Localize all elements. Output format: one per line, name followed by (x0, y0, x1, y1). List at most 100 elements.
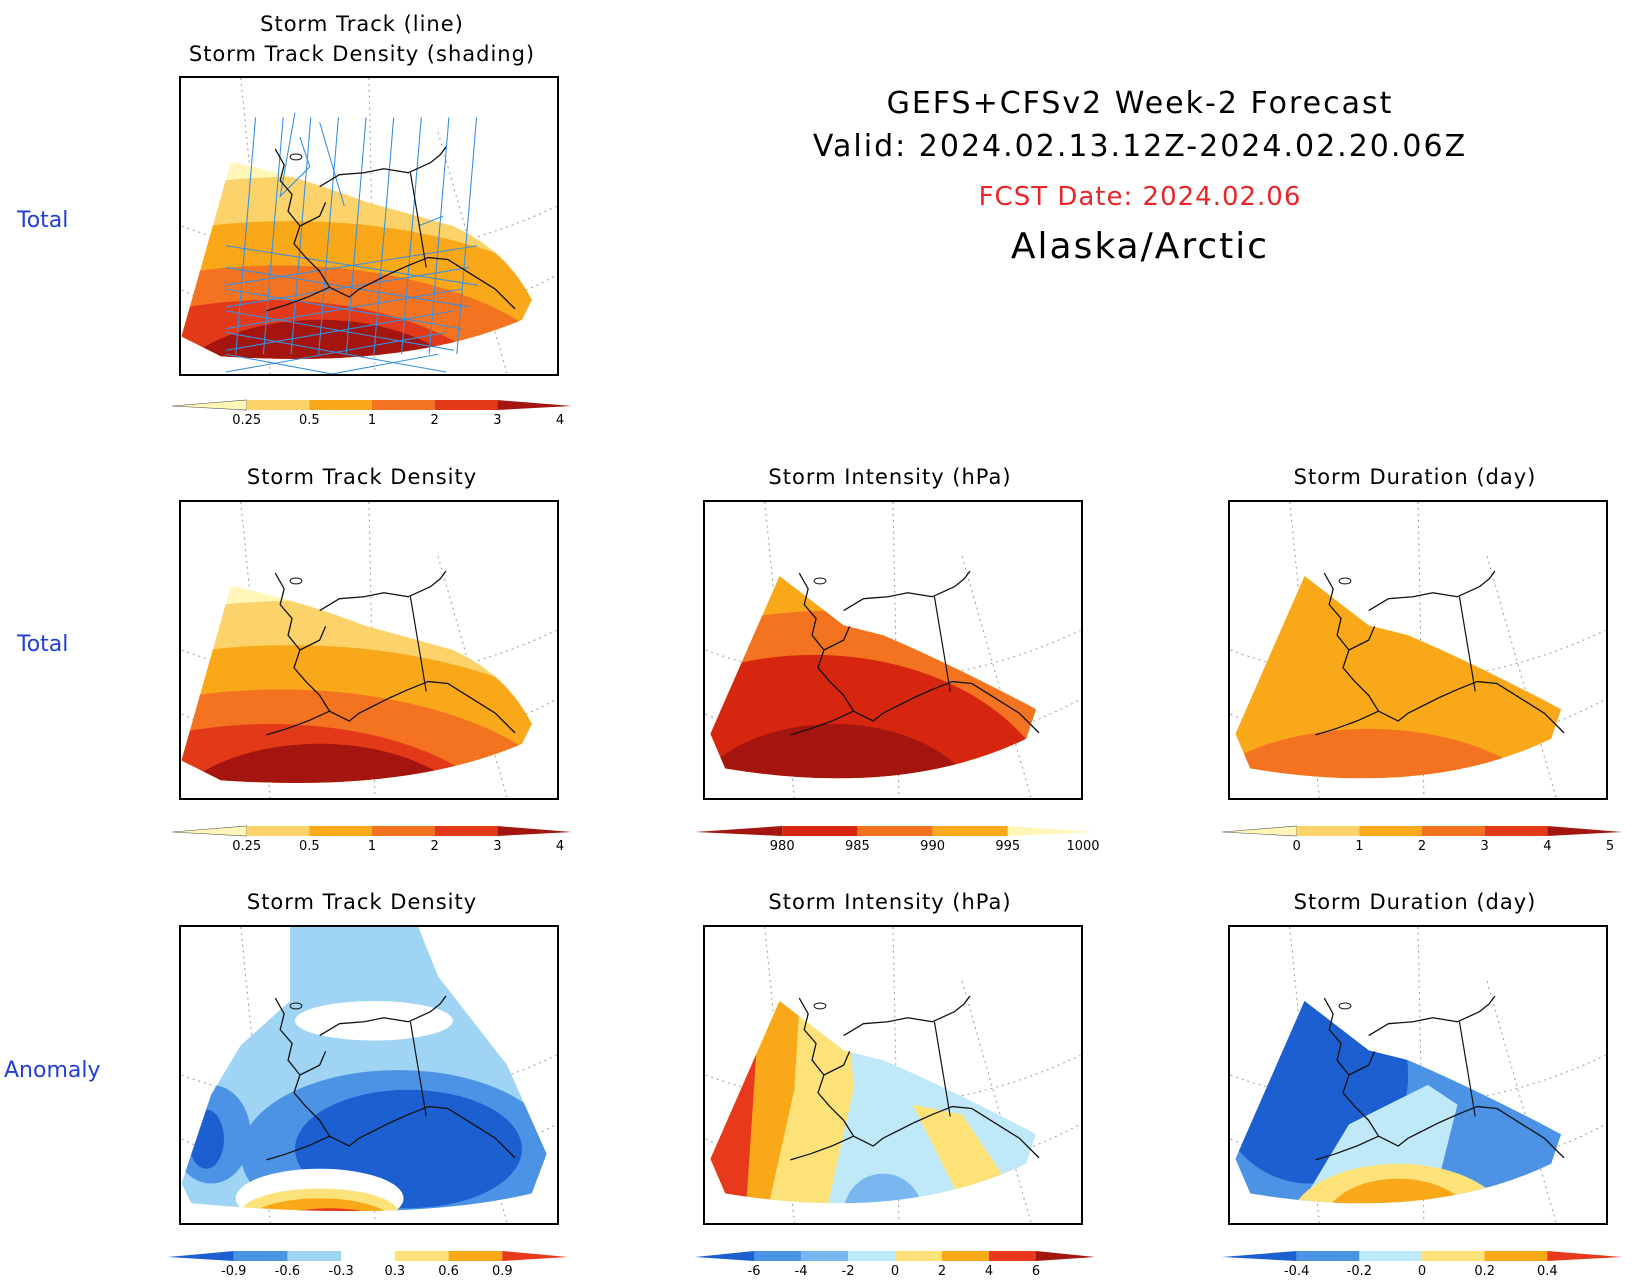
map-density-anomaly (179, 925, 559, 1225)
track-line (225, 288, 462, 330)
colorbar-swatch (1484, 826, 1548, 836)
colorbar-tick-label: -0.9 (221, 1264, 246, 1279)
colorbar-tick-label: 2 (1418, 839, 1426, 854)
coastline (1315, 995, 1565, 1161)
border-line (1458, 596, 1476, 692)
colorbar-swatch (695, 1251, 754, 1261)
colorbar-tick-label: 4 (985, 1264, 993, 1279)
colorbar-swatch (857, 826, 933, 836)
colorbar-tick-label: -0.3 (328, 1264, 353, 1279)
colorbar-swatch (1422, 1251, 1485, 1261)
colorbar-tick-label: 980 (770, 839, 795, 854)
colorbar-swatch (942, 1251, 989, 1261)
track-line (225, 310, 454, 351)
valid-period: Valid: 2024.02.13.12Z-2024.02.20.06Z (812, 129, 1468, 164)
track-line (456, 117, 478, 355)
graticule-line (1486, 556, 1557, 798)
colorbar-swatch (754, 1251, 801, 1261)
panel-title-density-anomaly: Storm Track Density (246, 890, 478, 914)
coastline (266, 995, 516, 1161)
colorbar-tick-label: 0.3 (385, 1264, 406, 1279)
colorbar-swatch (782, 826, 858, 836)
island (289, 577, 303, 585)
forecast-name: GEFS+CFSv2 Week-2 Forecast (886, 86, 1394, 121)
colorbar-swatch (1359, 826, 1422, 836)
colorbar-swatch (372, 826, 435, 836)
row-label-anomaly: Anomaly (4, 1058, 101, 1083)
colorbar-tick-label: 0 (1293, 839, 1301, 854)
colorbar-swatch (434, 826, 498, 836)
forecast-date: FCST Date: 2024.02.06 (978, 182, 1302, 212)
colorbar-tick-label: -0.2 (1347, 1264, 1372, 1279)
colorbar-swatch (233, 1251, 288, 1261)
region-name: Alaska/Arctic (1010, 226, 1270, 267)
colorbar-swatch (246, 400, 310, 410)
colorbar-tick-label: 2 (938, 1264, 946, 1279)
forecast-title: GEFS+CFSv2 Week-2 Forecast Valid: 2024.0… (720, 86, 1560, 267)
colorbar-tick-label: 1000 (1066, 839, 1099, 854)
colorbar-swatch (1036, 1251, 1095, 1261)
panel-title-track-line: Storm Track (line) (260, 12, 464, 36)
band (710, 654, 1037, 779)
map-density-total (179, 500, 559, 800)
storm-tracks (225, 112, 478, 374)
graticule-line (1486, 981, 1557, 1223)
band (188, 1109, 224, 1169)
colorbar-duration-anomaly: -0.4 -0.2 0 0.2 0.4 (1222, 1251, 1622, 1281)
colorbar-density-total: 0.25 0.5 1 2 3 4 (171, 825, 572, 856)
colorbar-tick-label: 1 (368, 413, 376, 428)
colorbar-tick-label: 4 (1543, 839, 1551, 854)
track-line (401, 117, 422, 355)
panel-title-duration-total: Storm Duration (day) (1293, 465, 1537, 489)
border-line (933, 596, 951, 692)
colorbar-swatch (1296, 826, 1360, 836)
colorbar-swatch (434, 400, 498, 410)
colorbar-swatch (171, 399, 247, 411)
panel-title-duration-anomaly: Storm Duration (day) (1293, 890, 1537, 914)
colorbar-swatch (497, 826, 572, 836)
track-line (225, 353, 335, 374)
band (1359, 1203, 1428, 1223)
map-storm-track (179, 76, 559, 376)
colorbar-swatch (1359, 1251, 1422, 1261)
colorbar-swatch (448, 1251, 503, 1261)
border-line (933, 1021, 951, 1117)
colorbar-swatch (1296, 1251, 1360, 1261)
colorbar-tick-label: 2 (431, 839, 439, 854)
map-intensity-total (703, 500, 1083, 800)
island (289, 153, 303, 161)
colorbar-tick-label: -2 (842, 1264, 855, 1279)
band (240, 1188, 399, 1212)
colorbar-swatch (394, 1251, 449, 1261)
colorbar-tick-label: 985 (845, 839, 870, 854)
colorbar-tick-label: -0.6 (275, 1264, 300, 1279)
colorbar-swatch (932, 826, 1008, 836)
graticule-line (961, 556, 1032, 798)
coastline (790, 995, 1040, 1161)
colorbar-swatch (1222, 1251, 1297, 1261)
band (843, 1173, 923, 1204)
colorbar-intensity-anomaly: -6 -4 -2 0 2 4 6 (695, 1251, 1095, 1281)
colorbar-tick-label: 0.4 (1537, 1264, 1558, 1279)
colorbar-storm-track: 0.25 0.5 1 2 3 4 (171, 399, 572, 430)
colorbar-tick-label: 3 (493, 413, 501, 428)
map-intensity-anomaly (703, 925, 1083, 1225)
colorbar-tick-label: -4 (795, 1264, 808, 1279)
colorbar-density-anomaly: -0.9 -0.6 -0.3 0.3 0.6 0.9 (168, 1251, 568, 1281)
island (289, 1002, 303, 1010)
island (813, 1002, 827, 1010)
map-duration-anomaly (1228, 925, 1608, 1225)
island (813, 577, 827, 585)
border-line (409, 596, 427, 692)
border-line (409, 1021, 427, 1117)
colorbar-tick-label: 4 (556, 413, 564, 428)
colorbar-swatch (695, 826, 783, 836)
colorbar-swatch (497, 400, 572, 410)
panel-title-track-shading: Storm Track Density (shading) (188, 42, 536, 66)
colorbar-duration-total: 0 1 2 3 4 5 (1221, 825, 1622, 856)
track-line (225, 266, 470, 308)
border-line (1458, 1021, 1476, 1117)
track-line (329, 353, 439, 374)
panel-title-density-total: Storm Track Density (246, 465, 478, 489)
colorbar-swatch (287, 1251, 342, 1261)
